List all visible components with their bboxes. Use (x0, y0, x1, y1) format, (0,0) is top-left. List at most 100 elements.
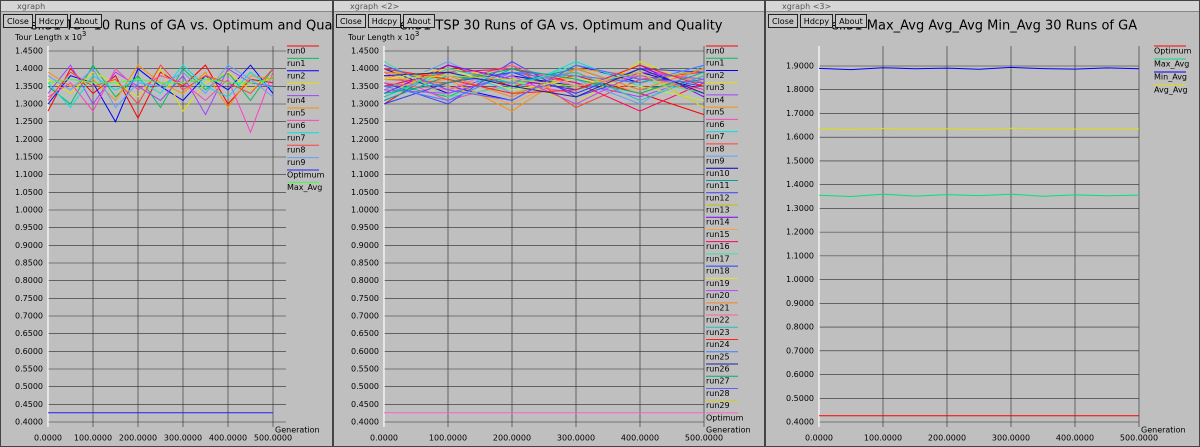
y-tick-label: 1.0000 (786, 275, 814, 284)
y-tick-label: 0.6500 (15, 329, 43, 338)
x-tick-label: 500.0000 (685, 434, 723, 443)
button[interactable]: About (835, 14, 867, 28)
y-tick-label: 1.7000 (786, 109, 814, 118)
x-tick-label: 100.0000 (429, 434, 467, 443)
y-axis-label-exponent: 3 (82, 30, 86, 38)
y-tick-label: 1.4000 (15, 64, 43, 73)
legend-label: run12 (706, 193, 730, 202)
y-axis-label-text: Tour Length x 10 (347, 33, 415, 42)
legend-label: run13 (706, 205, 730, 214)
button[interactable]: About (70, 14, 102, 28)
window: eil51 TSP 10 Runs of GA vs. Optimum and … (0, 0, 333, 447)
x-tick-label: 200.0000 (493, 434, 531, 443)
legend-label: run7 (706, 132, 725, 141)
legend-label: run3 (706, 83, 725, 92)
series-line (47, 67, 274, 134)
legend-label: run4 (287, 96, 306, 105)
legend-label: Min_Avg (1154, 73, 1187, 82)
legend-label: Optimum (287, 171, 325, 180)
legend-label: run28 (706, 389, 730, 398)
y-axis-label: Tour Length x 103 (14, 30, 86, 42)
y-tick-label: 1.4500 (15, 47, 43, 56)
x-tick-label: 0.0000 (805, 434, 833, 443)
legend-label: run9 (706, 157, 725, 166)
legend-label: run11 (706, 181, 730, 190)
legend-label: run16 (706, 242, 730, 251)
button-bar: Close Hdcpy About (336, 14, 435, 28)
button[interactable]: Close (768, 14, 798, 28)
legend-label: run14 (706, 218, 730, 227)
title-bar: xgraph (1, 1, 332, 12)
x-tick-label: 200.0000 (928, 434, 966, 443)
y-tick-label: 1.0000 (15, 206, 43, 215)
legend-label: run3 (287, 84, 306, 93)
y-tick-label: 0.5000 (15, 382, 43, 391)
legend-label: run17 (706, 254, 730, 263)
x-tick-label: 400.0000 (209, 434, 247, 443)
legend-label: run5 (287, 109, 306, 118)
y-tick-label: 1.4500 (351, 47, 379, 56)
title-bar: xgraph <3> (766, 1, 1199, 12)
x-tick-label: 0.0000 (34, 434, 62, 443)
legend-label: run15 (706, 230, 730, 239)
series-line (383, 68, 705, 102)
y-axis-label-exponent: 3 (415, 30, 419, 38)
x-tick-label: 100.0000 (864, 434, 902, 443)
legend-label: run23 (706, 328, 730, 337)
y-tick-label: 0.9000 (786, 299, 814, 308)
button[interactable]: Close (336, 14, 366, 28)
y-tick-label: 1.4000 (351, 64, 379, 73)
x-axis-label: Generation (706, 426, 751, 435)
series-line (47, 64, 274, 109)
y-tick-label: 0.5000 (786, 394, 814, 403)
button[interactable]: Hdcpy (799, 14, 834, 28)
chart: eil51 Max_Avg Avg_Avg Min_Avg 30 Runs of… (770, 4, 1192, 443)
y-tick-label: 0.7500 (15, 294, 43, 303)
series-line (818, 193, 1140, 198)
series-line (383, 61, 705, 105)
y-tick-label: 1.4000 (786, 180, 814, 189)
y-axis-label: Tour Length x 103 (347, 30, 419, 42)
y-tick-label: 1.8000 (786, 85, 814, 94)
button-bar: Close Hdcpy About (3, 14, 102, 28)
legend-label: run26 (706, 364, 730, 373)
legend-label: run20 (706, 291, 730, 300)
button[interactable]: Hdcpy (367, 14, 402, 28)
series-line (383, 68, 705, 94)
x-axis-label: Generation (275, 426, 320, 435)
button[interactable]: Close (3, 14, 33, 28)
y-tick-label: 0.4000 (15, 418, 43, 427)
legend-label: run19 (706, 279, 730, 288)
x-tick-label: 300.0000 (164, 434, 202, 443)
y-tick-label: 0.7000 (351, 312, 379, 321)
y-tick-label: 1.1000 (351, 170, 379, 179)
legend-label: Max_Avg (287, 183, 322, 192)
button[interactable]: About (403, 14, 435, 28)
y-tick-label: 1.6000 (786, 133, 814, 142)
y-tick-label: 0.7000 (786, 346, 814, 355)
legend-label: run9 (287, 158, 306, 167)
x-tick-label: 500.0000 (254, 434, 292, 443)
y-tick-label: 0.6000 (15, 347, 43, 356)
y-tick-label: 1.3500 (15, 82, 43, 91)
legend-label: run6 (706, 120, 725, 129)
y-axis-label-text: Tour Length x 10 (14, 33, 82, 42)
legend-label: run24 (706, 340, 730, 349)
legend-label: run29 (706, 401, 730, 410)
legend-label: run4 (706, 95, 725, 104)
button[interactable]: Hdcpy (34, 14, 69, 28)
x-tick-label: 0.0000 (370, 434, 398, 443)
y-tick-label: 1.9000 (786, 62, 814, 71)
series-line (383, 68, 705, 98)
y-tick-label: 1.1000 (786, 251, 814, 260)
legend-label: run1 (287, 59, 306, 68)
chart-title: eil51 TSP 30 Runs of GA vs. Optimum and … (400, 19, 723, 34)
y-tick-label: 1.0000 (351, 206, 379, 215)
legend-label: Avg_Avg (1154, 86, 1188, 95)
y-tick-label: 1.1500 (15, 153, 43, 162)
y-tick-label: 0.5500 (351, 365, 379, 374)
legend-label: run0 (706, 47, 725, 56)
chart: eil51 TSP 30 Runs of GA vs. Optimum and … (338, 4, 751, 443)
legend-label: run0 (287, 47, 306, 56)
